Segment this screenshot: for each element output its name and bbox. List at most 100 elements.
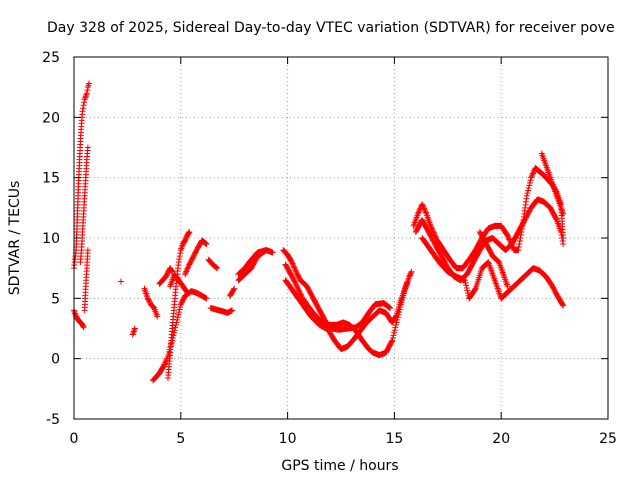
data-point xyxy=(471,286,478,293)
data-point xyxy=(391,327,398,334)
data-point xyxy=(184,289,191,296)
data-point xyxy=(169,334,176,341)
data-point xyxy=(203,241,210,248)
data-point xyxy=(420,203,427,210)
data-point xyxy=(263,247,270,254)
data-point xyxy=(290,261,297,268)
x-tick-label: 20 xyxy=(492,431,510,447)
data-point xyxy=(231,285,238,292)
data-point xyxy=(558,231,565,238)
data-point xyxy=(420,205,427,212)
data-point xyxy=(80,102,87,109)
data-point xyxy=(203,295,210,302)
data-point xyxy=(559,235,566,241)
data-point xyxy=(294,284,301,291)
data-point xyxy=(421,206,428,213)
data-point xyxy=(289,260,296,267)
data-point xyxy=(524,190,531,197)
data-point xyxy=(516,238,523,245)
data-point xyxy=(202,240,209,247)
data-point xyxy=(553,215,560,222)
data-point xyxy=(175,309,182,316)
data-point xyxy=(213,264,220,271)
data-point xyxy=(408,268,415,275)
data-point xyxy=(388,338,395,345)
data-point xyxy=(464,287,471,294)
y-axis-label: SDTVAR / TECUs xyxy=(7,181,23,296)
data-point xyxy=(80,105,87,112)
y-tick-label: 5 xyxy=(51,291,60,307)
data-point xyxy=(174,314,181,321)
data-point xyxy=(558,228,565,235)
data-point xyxy=(515,244,522,251)
data-point xyxy=(84,144,91,151)
data-point xyxy=(526,182,533,189)
data-point xyxy=(419,202,426,209)
data-point xyxy=(161,361,168,368)
data-point xyxy=(416,208,423,215)
y-tick-label: -5 xyxy=(46,412,60,428)
data-point xyxy=(172,322,179,329)
data-point xyxy=(173,319,180,326)
data-point xyxy=(297,290,304,297)
data-point xyxy=(85,80,92,87)
y-tick-label: 10 xyxy=(42,231,60,247)
data-point xyxy=(560,302,567,309)
data-point xyxy=(131,325,138,332)
data-point xyxy=(185,262,192,269)
x-tick-label: 25 xyxy=(599,431,617,447)
data-point xyxy=(212,264,219,271)
data-point xyxy=(80,324,87,331)
data-point xyxy=(149,303,156,310)
data-point xyxy=(288,259,295,266)
data-point xyxy=(296,288,303,295)
data-point xyxy=(292,281,299,288)
data-point xyxy=(117,278,124,285)
data-point xyxy=(176,306,183,313)
data-point xyxy=(560,241,567,248)
data-point xyxy=(559,238,566,245)
data-point xyxy=(186,228,193,235)
data-point xyxy=(176,253,183,260)
data-point xyxy=(527,177,534,184)
data-point xyxy=(183,267,190,274)
data-point xyxy=(84,87,91,94)
data-point xyxy=(414,210,421,217)
data-point xyxy=(431,230,438,237)
data-point xyxy=(176,256,183,263)
data-point xyxy=(177,303,184,310)
data-point xyxy=(430,229,437,236)
data-point xyxy=(428,225,435,232)
data-point xyxy=(291,264,298,271)
data-point xyxy=(161,360,168,367)
data-point xyxy=(175,311,182,318)
data-point xyxy=(182,269,189,276)
data-point xyxy=(163,357,170,364)
data-point xyxy=(525,185,532,192)
data-point xyxy=(530,169,537,176)
data-point xyxy=(422,209,429,216)
data-point xyxy=(525,187,532,194)
data-point xyxy=(404,279,411,286)
data-point xyxy=(175,259,182,266)
data-point xyxy=(428,224,435,231)
data-point xyxy=(84,247,91,254)
data-point xyxy=(168,267,175,274)
y-tick-label: 25 xyxy=(42,50,60,66)
x-tick-label: 5 xyxy=(176,431,185,447)
x-axis-label: GPS time / hours xyxy=(281,458,398,474)
data-point xyxy=(419,201,426,208)
data-point xyxy=(202,239,209,246)
data-point xyxy=(427,222,434,229)
data-point xyxy=(504,283,511,290)
x-tick-label: 15 xyxy=(385,431,403,447)
data-point xyxy=(505,233,512,240)
data-point xyxy=(182,271,189,278)
data-point xyxy=(515,247,522,254)
data-point xyxy=(526,179,533,186)
data-point xyxy=(390,332,397,339)
x-tick-label: 0 xyxy=(70,431,79,447)
data-point xyxy=(523,192,530,199)
y-tick-label: 0 xyxy=(51,352,60,368)
